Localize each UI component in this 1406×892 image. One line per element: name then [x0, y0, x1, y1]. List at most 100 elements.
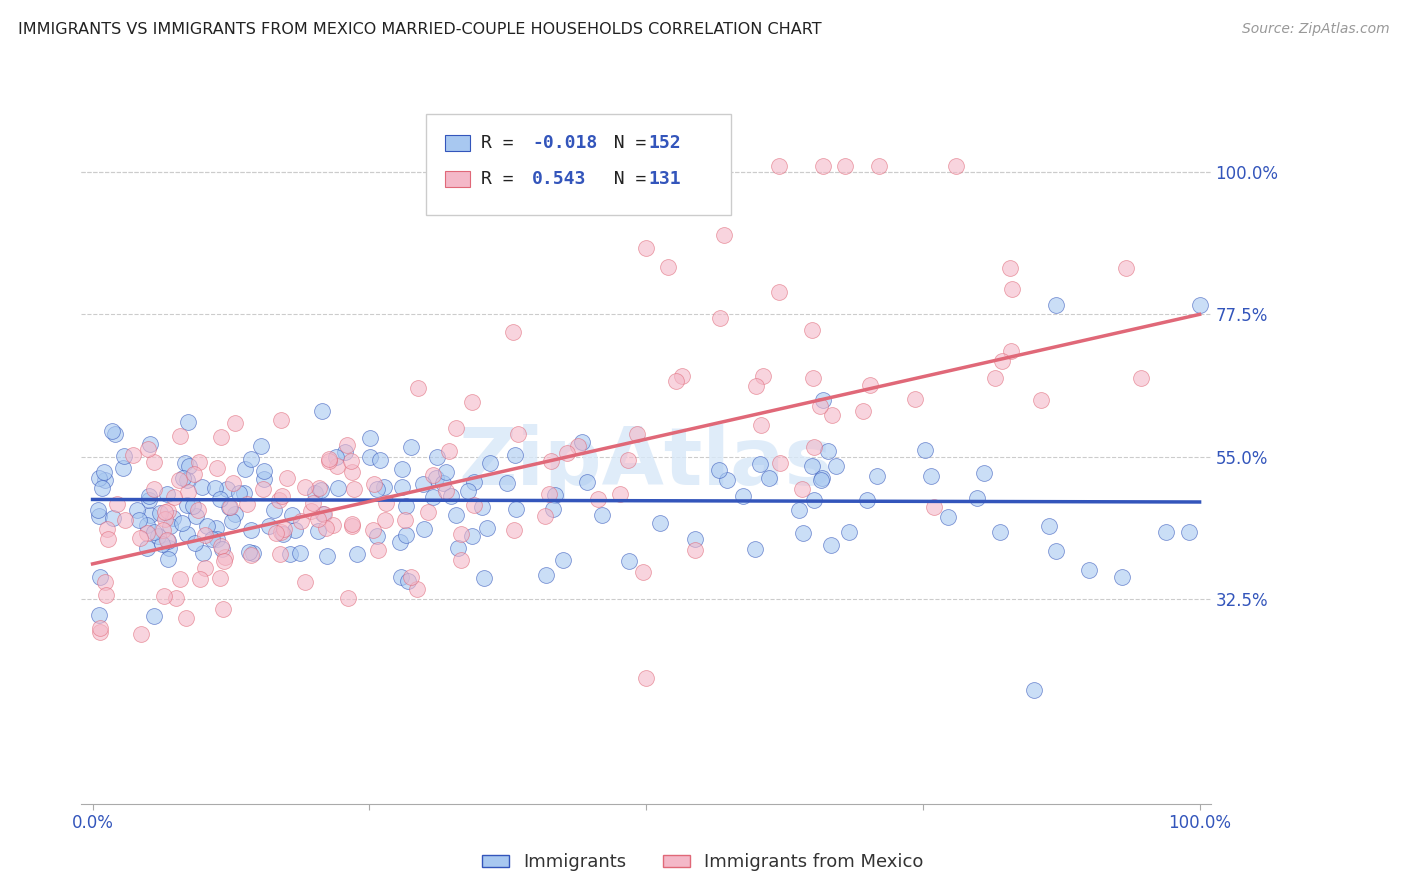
Point: [502, 523, 524, 537]
Point: [170, 516, 193, 531]
Point: [709, 463, 731, 477]
Point: [97, 532, 120, 546]
Point: [187, 455, 209, 469]
Point: [218, 500, 240, 514]
Point: [425, 471, 447, 485]
Point: [167, 473, 190, 487]
Point: [94, 574, 117, 589]
Point: [294, 480, 316, 494]
Point: [685, 543, 707, 558]
Point: [817, 443, 839, 458]
Text: 131: 131: [648, 170, 681, 188]
Point: [648, 516, 671, 530]
Point: [153, 511, 176, 525]
Point: [114, 449, 136, 463]
Point: [444, 421, 467, 435]
Point: [471, 500, 494, 514]
Point: [450, 553, 472, 567]
Point: [299, 504, 322, 518]
Text: Source: ZipAtlas.com: Source: ZipAtlas.com: [1241, 22, 1389, 37]
Point: [157, 533, 180, 548]
Point: [716, 473, 738, 487]
Point: [94, 473, 117, 487]
Point: [157, 504, 180, 518]
Point: [461, 528, 484, 542]
Point: [475, 521, 498, 535]
Text: N =: N =: [592, 134, 657, 152]
Point: [193, 546, 215, 560]
Point: [217, 483, 239, 497]
Point: [395, 528, 418, 542]
Point: [163, 491, 186, 505]
Point: [998, 260, 1021, 275]
Text: IMMIGRANTS VS IMMIGRANTS FROM MEXICO MARRIED-COUPLE HOUSEHOLDS CORRELATION CHART: IMMIGRANTS VS IMMIGRANTS FROM MEXICO MAR…: [18, 22, 823, 37]
Point: [758, 471, 780, 485]
Point: [239, 548, 262, 562]
Point: [810, 473, 832, 487]
Point: [744, 541, 766, 556]
Point: [322, 518, 344, 533]
Point: [609, 487, 631, 501]
Point: [389, 570, 412, 584]
Point: [366, 529, 388, 543]
Point: [174, 456, 197, 470]
Point: [665, 374, 688, 388]
Point: [138, 489, 160, 503]
Point: [571, 435, 593, 450]
Point: [270, 489, 292, 503]
Point: [808, 399, 831, 413]
Point: [284, 523, 307, 537]
Point: [591, 508, 613, 523]
Point: [152, 523, 174, 537]
Point: [439, 490, 461, 504]
Point: [366, 482, 388, 496]
Point: [990, 353, 1012, 368]
Point: [709, 310, 731, 325]
Point: [157, 541, 180, 556]
Point: [820, 408, 842, 422]
Point: [631, 565, 654, 579]
Point: [389, 534, 412, 549]
Point: [838, 525, 860, 540]
Point: [104, 427, 127, 442]
Point: [973, 467, 995, 481]
Point: [264, 525, 287, 540]
Point: [224, 416, 246, 430]
Point: [267, 492, 290, 507]
Point: [89, 622, 111, 636]
Point: [342, 518, 364, 533]
Point: [253, 464, 276, 478]
Point: [183, 467, 205, 482]
Point: [152, 589, 174, 603]
Point: [176, 527, 198, 541]
Point: [156, 487, 179, 501]
Point: [89, 625, 111, 640]
Point: [96, 522, 118, 536]
Point: [748, 458, 770, 472]
Point: [437, 443, 460, 458]
Point: [242, 546, 264, 560]
Point: [450, 527, 472, 541]
Point: [769, 456, 792, 470]
Point: [205, 532, 228, 546]
Point: [803, 440, 825, 454]
Point: [315, 549, 337, 564]
Point: [1022, 683, 1045, 698]
Point: [228, 486, 250, 500]
Point: [211, 541, 233, 556]
Point: [233, 485, 256, 500]
Point: [111, 460, 134, 475]
Point: [212, 554, 235, 568]
Point: [922, 500, 945, 515]
Point: [472, 571, 495, 585]
Point: [375, 496, 398, 510]
Point: [222, 475, 245, 490]
Point: [201, 532, 224, 546]
Point: [1177, 525, 1199, 540]
Point: [457, 483, 479, 498]
Point: [209, 430, 232, 444]
Point: [1000, 344, 1022, 359]
Point: [312, 507, 335, 521]
Point: [136, 525, 159, 540]
Point: [749, 417, 772, 432]
